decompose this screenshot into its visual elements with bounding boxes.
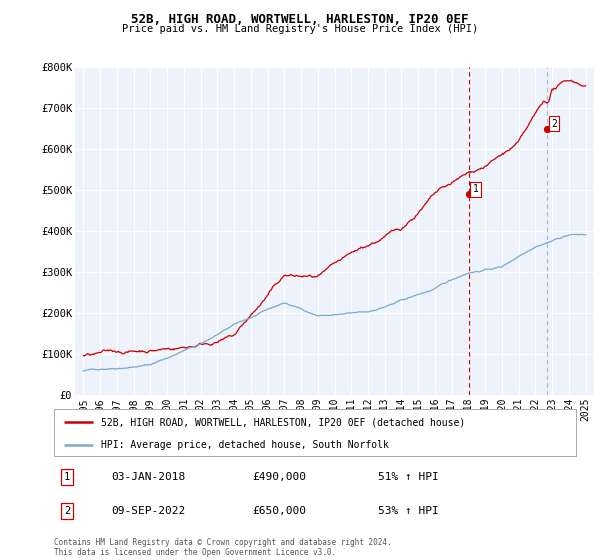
Text: 53% ↑ HPI: 53% ↑ HPI: [377, 506, 439, 516]
Text: 2: 2: [64, 506, 70, 516]
Text: 51% ↑ HPI: 51% ↑ HPI: [377, 472, 439, 482]
Text: Price paid vs. HM Land Registry's House Price Index (HPI): Price paid vs. HM Land Registry's House …: [122, 24, 478, 34]
Text: 52B, HIGH ROAD, WORTWELL, HARLESTON, IP20 0EF (detached house): 52B, HIGH ROAD, WORTWELL, HARLESTON, IP2…: [101, 417, 465, 427]
Text: 2: 2: [551, 119, 557, 129]
Text: HPI: Average price, detached house, South Norfolk: HPI: Average price, detached house, Sout…: [101, 440, 389, 450]
Text: 1: 1: [473, 184, 479, 194]
Text: 09-SEP-2022: 09-SEP-2022: [112, 506, 185, 516]
Point: [464, 190, 473, 199]
Text: 03-JAN-2018: 03-JAN-2018: [112, 472, 185, 482]
Text: 1: 1: [64, 472, 70, 482]
Text: Contains HM Land Registry data © Crown copyright and database right 2024.
This d: Contains HM Land Registry data © Crown c…: [54, 538, 392, 557]
Point: [542, 124, 552, 133]
Text: £650,000: £650,000: [253, 506, 307, 516]
Text: £490,000: £490,000: [253, 472, 307, 482]
Text: 52B, HIGH ROAD, WORTWELL, HARLESTON, IP20 0EF: 52B, HIGH ROAD, WORTWELL, HARLESTON, IP2…: [131, 13, 469, 26]
